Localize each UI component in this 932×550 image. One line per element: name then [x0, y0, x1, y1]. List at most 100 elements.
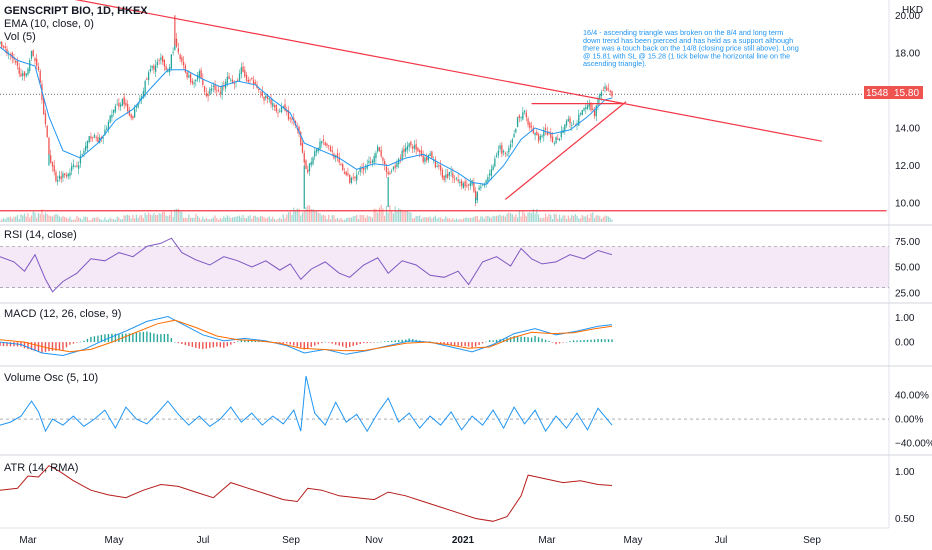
- trendline-ascending-triangle-support[interactable]: [504, 101, 627, 200]
- volume-bar: [207, 219, 209, 222]
- ema-legend[interactable]: EMA (10, close, 0): [4, 18, 94, 30]
- volume-bar: [121, 219, 123, 222]
- vol-legend[interactable]: Vol (5): [4, 31, 36, 43]
- macd-hist-bar: [41, 342, 43, 353]
- volume-osc-legend[interactable]: Volume Osc (5, 10): [4, 372, 98, 384]
- macd-hist-bar: [90, 336, 92, 343]
- rsi-legend[interactable]: RSI (14, close): [4, 229, 77, 241]
- volume-bar: [106, 220, 108, 222]
- volume-bar: [447, 218, 449, 222]
- candle-body: [426, 157, 428, 161]
- macd-hist-bar: [153, 333, 155, 343]
- candle-body: [142, 91, 145, 98]
- trade-annotation[interactable]: 16/4 - ascending triangle was broken on …: [583, 28, 799, 68]
- volume-bar: [515, 214, 517, 222]
- macd-hist-bar: [13, 342, 15, 347]
- macd-hist-bar: [219, 342, 222, 348]
- macd-hist-bar: [551, 342, 554, 343]
- volume-bar: [284, 218, 286, 222]
- candle-body: [324, 142, 326, 146]
- volume-bar: [72, 219, 75, 222]
- rsi-pane[interactable]: RSI (14, close) 75.00 50.00 25.00: [0, 229, 920, 299]
- candle-body: [191, 81, 193, 84]
- macd-hist-bar: [188, 342, 190, 346]
- volume-bar: [462, 218, 464, 222]
- macd-pane[interactable]: MACD (12, 26, close, 9) 1.00 0.00: [0, 308, 915, 357]
- candle-body: [483, 184, 486, 186]
- macd-hist-bar: [328, 342, 330, 343]
- trendline-long-term-downtrend[interactable]: [0, 0, 822, 142]
- volume-bar: [258, 217, 260, 222]
- volume-bar: [487, 215, 489, 222]
- annotation-line: there was a touch back on the 14/8 (clos…: [583, 44, 799, 53]
- candle-body: [60, 176, 62, 180]
- macd-hist-bar: [474, 342, 477, 347]
- volume-bar: [71, 219, 73, 222]
- candle-body: [6, 48, 8, 55]
- tick-label: 0.50: [895, 514, 915, 525]
- volume-osc-pane[interactable]: Volume Osc (5, 10) 40.00% 0.00% −40.00%: [0, 372, 932, 450]
- candle-body: [443, 175, 445, 181]
- atr-pane[interactable]: ATR (14, RMA) 1.00 0.50: [0, 462, 915, 525]
- volume-bar: [8, 217, 10, 222]
- candle-body: [22, 73, 24, 76]
- trendlines[interactable]: [0, 0, 887, 212]
- volume-bar: [389, 205, 391, 222]
- macd-hist-bar: [583, 340, 585, 343]
- candle-body: [210, 88, 213, 91]
- macd-hist-bar: [163, 334, 166, 343]
- volume-bar: [20, 214, 22, 222]
- candle-body: [137, 103, 139, 108]
- volume-bar: [251, 218, 253, 222]
- volume-bar: [92, 217, 94, 222]
- macd-hist-bar: [247, 339, 249, 343]
- price-tick-label: 20.00: [895, 11, 920, 22]
- candle-body: [209, 89, 211, 95]
- candle-body: [139, 98, 141, 101]
- volume-bar: [291, 214, 293, 222]
- volume-bar: [371, 217, 374, 222]
- volume-bar: [588, 217, 590, 222]
- macd-hist-bar: [548, 341, 550, 343]
- candle-body: [481, 184, 484, 186]
- volume-bar: [441, 219, 443, 222]
- candle-body: [36, 58, 38, 67]
- candle-body: [380, 150, 382, 157]
- candle-body: [163, 59, 166, 67]
- time-tick-label: Sep: [803, 535, 821, 546]
- volume-bar: [238, 215, 241, 222]
- price-pane[interactable]: 16/4 - ascending triangle was broken on …: [0, 0, 889, 222]
- volume-bar: [558, 214, 561, 222]
- volume-bar: [109, 217, 111, 222]
- currency-label[interactable]: HKD: [902, 5, 923, 16]
- candle-body: [39, 71, 41, 83]
- candle-body: [579, 113, 582, 115]
- volume-bar: [490, 218, 492, 222]
- time-axis[interactable]: Mar May Jul Sep Nov 2021 Mar May Jul Sep: [19, 535, 821, 546]
- volume-bar: [363, 215, 365, 222]
- volume-bar: [516, 217, 519, 222]
- volume-bar: [317, 212, 319, 222]
- macd-hist-bar: [209, 342, 211, 348]
- macd-hist-bar: [349, 342, 351, 347]
- volume-bar: [231, 217, 234, 222]
- volume-bar: [167, 216, 169, 222]
- macd-legend[interactable]: MACD (12, 26, close, 9): [4, 308, 121, 320]
- volume-bar: [350, 217, 353, 222]
- candle-body: [228, 76, 230, 80]
- candle-body: [354, 176, 356, 179]
- volume-bar: [205, 217, 207, 222]
- macd-hist-bar: [27, 342, 29, 350]
- volume-bar: [62, 215, 64, 222]
- tick-label: 40.00%: [895, 391, 929, 402]
- volume-bar: [539, 217, 541, 222]
- volume-bar: [553, 213, 555, 222]
- time-tick-label: 2021: [452, 535, 475, 546]
- volume-bar: [100, 219, 103, 222]
- atr-legend[interactable]: ATR (14, RMA): [4, 462, 78, 474]
- candle-body: [530, 126, 533, 128]
- volume-bar: [319, 213, 321, 222]
- macd-hist-bar: [65, 342, 68, 348]
- volume-bar: [443, 218, 445, 222]
